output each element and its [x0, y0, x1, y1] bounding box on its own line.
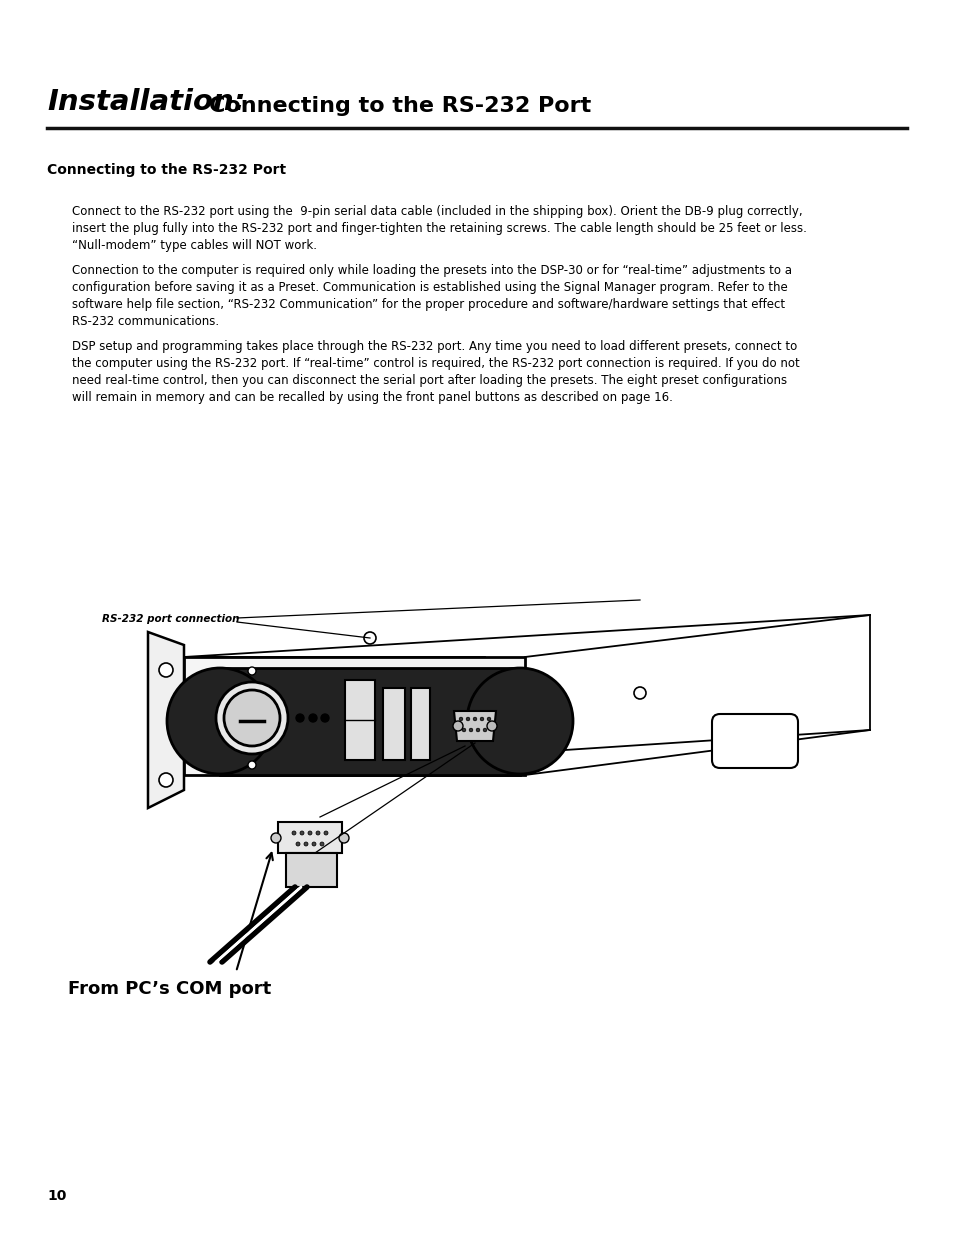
Circle shape	[486, 721, 497, 731]
Circle shape	[292, 831, 295, 835]
Circle shape	[319, 842, 324, 846]
Circle shape	[309, 714, 316, 722]
Text: “Null-modem” type cables will NOT work.: “Null-modem” type cables will NOT work.	[71, 240, 316, 252]
Bar	[345, 680, 375, 760]
Circle shape	[476, 729, 479, 732]
Text: the computer using the RS-232 port. If “real-time” control is required, the RS-2: the computer using the RS-232 port. If “…	[71, 357, 799, 370]
Circle shape	[324, 831, 328, 835]
Polygon shape	[148, 615, 869, 808]
Text: will remain in memory and can be recalled by using the front panel buttons as de: will remain in memory and can be recalle…	[71, 391, 672, 404]
Text: Connect to the RS-232 port using the  9-pin serial data cable (included in the s: Connect to the RS-232 port using the 9-p…	[71, 205, 801, 219]
Polygon shape	[184, 657, 524, 776]
Circle shape	[312, 842, 315, 846]
Text: need real-time control, then you can disconnect the serial port after loading th: need real-time control, then you can dis…	[71, 374, 786, 387]
Circle shape	[224, 690, 280, 746]
Circle shape	[364, 632, 375, 643]
Text: RS-232 communications.: RS-232 communications.	[71, 315, 219, 329]
Circle shape	[215, 682, 288, 755]
Circle shape	[299, 831, 304, 835]
Circle shape	[295, 714, 304, 722]
Bar	[277, 823, 341, 853]
Circle shape	[482, 729, 486, 732]
Text: 10: 10	[47, 1189, 67, 1203]
Circle shape	[167, 668, 273, 774]
Text: Connecting to the RS-232 Port: Connecting to the RS-232 Port	[47, 163, 286, 177]
Text: Connecting to the RS-232 Port: Connecting to the RS-232 Port	[209, 96, 591, 116]
Circle shape	[634, 687, 645, 699]
Circle shape	[466, 718, 469, 721]
Text: Connection to the computer is required only while loading the presets into the D: Connection to the computer is required o…	[71, 264, 791, 277]
Polygon shape	[148, 632, 184, 808]
Text: insert the plug fully into the RS-232 port and finger-tighten the retaining scre: insert the plug fully into the RS-232 po…	[71, 222, 806, 235]
Circle shape	[159, 663, 172, 677]
Polygon shape	[220, 668, 519, 776]
Bar	[286, 853, 336, 887]
Circle shape	[458, 718, 462, 721]
Circle shape	[320, 714, 329, 722]
Circle shape	[479, 718, 483, 721]
Text: DSP setup and programming takes place through the RS-232 port. Any time you need: DSP setup and programming takes place th…	[71, 340, 797, 353]
Circle shape	[473, 718, 476, 721]
Bar	[382, 688, 405, 760]
Circle shape	[487, 718, 490, 721]
Circle shape	[308, 831, 312, 835]
Circle shape	[467, 668, 573, 774]
Circle shape	[295, 842, 299, 846]
Polygon shape	[454, 711, 496, 741]
Text: Installation:: Installation:	[47, 88, 245, 116]
FancyBboxPatch shape	[711, 714, 797, 768]
Text: RS-232 port connection: RS-232 port connection	[102, 614, 239, 624]
Circle shape	[248, 761, 255, 769]
Circle shape	[395, 714, 403, 722]
Circle shape	[248, 667, 255, 676]
Circle shape	[159, 773, 172, 787]
Circle shape	[453, 721, 462, 731]
Circle shape	[304, 842, 308, 846]
Bar	[411, 688, 430, 760]
Circle shape	[338, 832, 349, 844]
Text: software help file section, “RS-232 Communication” for the proper procedure and : software help file section, “RS-232 Comm…	[71, 298, 784, 311]
Circle shape	[271, 832, 281, 844]
Text: From PC’s COM port: From PC’s COM port	[68, 981, 271, 998]
Circle shape	[461, 729, 465, 732]
Circle shape	[469, 729, 473, 732]
Circle shape	[315, 831, 319, 835]
Text: configuration before saving it as a Preset. Communication is established using t: configuration before saving it as a Pres…	[71, 282, 787, 294]
